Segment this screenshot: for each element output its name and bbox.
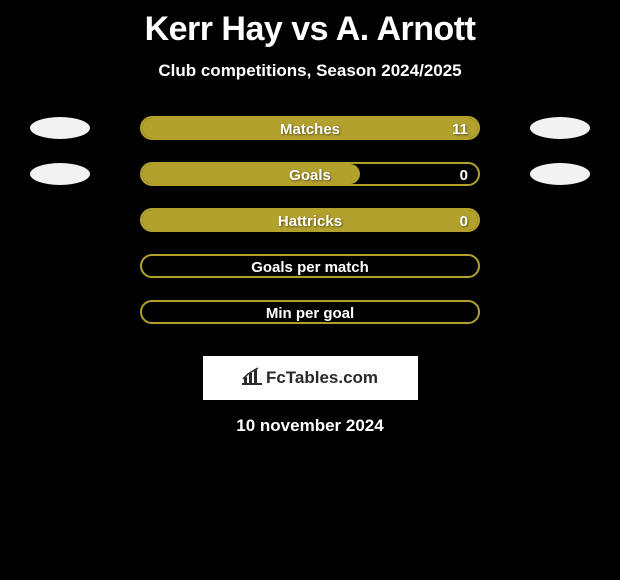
stat-label: Min per goal xyxy=(142,302,478,326)
stat-row-goals-per-match: Goals per match xyxy=(0,254,620,300)
stat-row-min-per-goal: Min per goal xyxy=(0,300,620,346)
stat-bar: Matches 11 xyxy=(140,116,480,140)
date-text: 10 november 2024 xyxy=(0,416,620,436)
left-pill xyxy=(30,163,90,185)
stat-value: 0 xyxy=(460,210,468,234)
stat-label: Matches xyxy=(142,118,478,142)
stat-label: Goals xyxy=(142,164,478,188)
stat-bar: Goals per match xyxy=(140,254,480,278)
infographic-container: Kerr Hay vs A. Arnott Club competitions,… xyxy=(0,0,620,580)
right-pill xyxy=(530,117,590,139)
stat-row-hattricks: Hattricks 0 xyxy=(0,208,620,254)
stat-bar: Goals 0 xyxy=(140,162,480,186)
stat-value: 0 xyxy=(460,164,468,188)
page-title: Kerr Hay vs A. Arnott xyxy=(0,0,620,49)
subtitle: Club competitions, Season 2024/2025 xyxy=(0,61,620,81)
stat-label: Hattricks xyxy=(142,210,478,234)
logo-band: FcTables.com xyxy=(203,356,418,400)
stats-area: Matches 11 Goals 0 Hattricks 0 xyxy=(0,116,620,346)
logo: FcTables.com xyxy=(242,367,378,390)
chart-icon xyxy=(242,367,262,390)
stat-value: 11 xyxy=(452,118,468,142)
left-pill xyxy=(30,117,90,139)
stat-row-goals: Goals 0 xyxy=(0,162,620,208)
stat-label: Goals per match xyxy=(142,256,478,280)
stat-row-matches: Matches 11 xyxy=(0,116,620,162)
stat-bar: Min per goal xyxy=(140,300,480,324)
logo-text: FcTables.com xyxy=(266,368,378,388)
right-pill xyxy=(530,163,590,185)
stat-bar: Hattricks 0 xyxy=(140,208,480,232)
